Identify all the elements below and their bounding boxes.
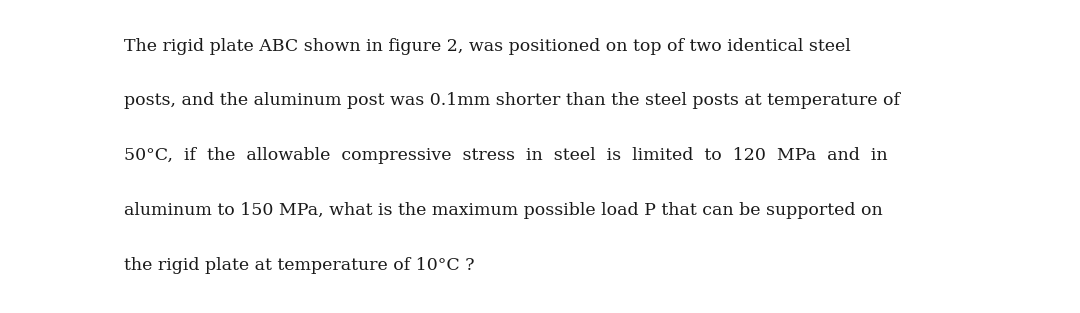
Text: posts, and the aluminum post was 0.1mm shorter than the steel posts at temperatu: posts, and the aluminum post was 0.1mm s… [124,92,901,109]
Text: the rigid plate at temperature of 10°C ?: the rigid plate at temperature of 10°C ? [124,257,475,274]
Text: The rigid plate ABC shown in figure 2, was positioned on top of two identical st: The rigid plate ABC shown in figure 2, w… [124,38,851,54]
Text: 50°C,  if  the  allowable  compressive  stress  in  steel  is  limited  to  120 : 50°C, if the allowable compressive stres… [124,147,888,164]
Text: aluminum to 150 MPa, what is the maximum possible load P that can be supported o: aluminum to 150 MPa, what is the maximum… [124,202,883,219]
